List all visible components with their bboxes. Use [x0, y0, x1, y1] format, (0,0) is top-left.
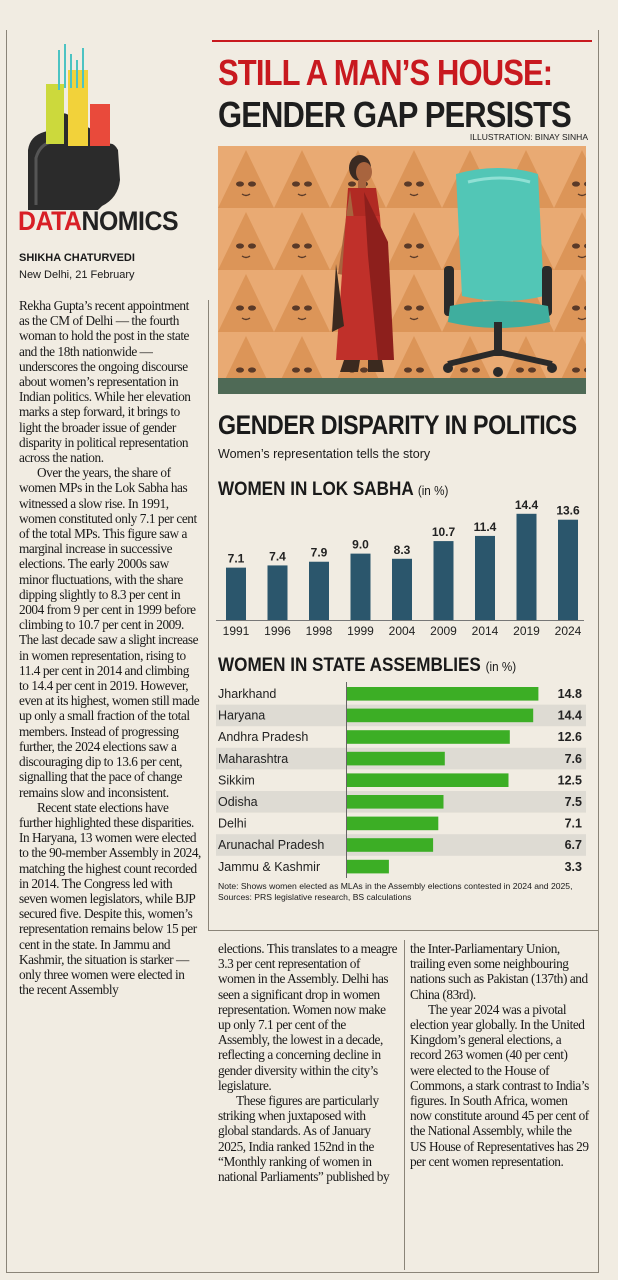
section-title: GENDER DISPARITY IN POLITICS	[218, 410, 577, 440]
article-paragraph: Rekha Gupta’s recent appointment as the …	[19, 298, 191, 466]
column-rule	[208, 300, 209, 930]
category-label-Odisha: Odisha	[218, 795, 258, 809]
bar-1999	[350, 553, 371, 620]
data-label-1998: 7.9	[311, 546, 328, 560]
tick-label-2019: 2019	[513, 624, 540, 638]
lok-sabha-chart-title: WOMEN IN LOK SABHA (in %)	[218, 479, 449, 500]
tick-label-2009: 2009	[430, 624, 457, 638]
tick-label-2014: 2014	[472, 624, 499, 638]
headline-rule	[212, 40, 592, 42]
data-label-Haryana: 14.4	[558, 709, 582, 723]
page-frame	[6, 30, 599, 1273]
tick-label-1991: 1991	[223, 624, 250, 638]
tick-label-2024: 2024	[555, 624, 582, 638]
bar-2004	[392, 558, 412, 620]
data-label-2014: 11.4	[474, 520, 497, 534]
tick-label-1998: 1998	[306, 624, 333, 638]
category-label-Delhi: Delhi	[218, 817, 247, 831]
category-label-Jammu & Kashmir: Jammu & Kashmir	[218, 860, 320, 874]
section-subtitle: Women’s representation tells the story	[218, 447, 431, 461]
bar-Odisha	[346, 795, 444, 809]
data-label-Jharkhand: 14.8	[558, 687, 582, 701]
state-assemblies-chart-title: WOMEN IN STATE ASSEMBLIES (in %)	[218, 655, 517, 676]
bar-2009	[433, 541, 454, 620]
tick-label-2004: 2004	[389, 624, 416, 638]
headline-line-2: GENDER GAP PERSISTS	[218, 94, 572, 135]
byline: SHIKHA CHATURVEDI	[19, 252, 135, 264]
headline-line-1: STILL A MAN’S HOUSE:	[218, 52, 553, 93]
article-paragraph: the Inter-Parliamentary Union, trailing …	[410, 941, 588, 1002]
bar-1996	[267, 565, 288, 620]
bar-Jharkhand	[346, 687, 539, 701]
data-label-2024: 13.6	[556, 504, 580, 518]
article-paragraph: Over the years, the share of women MPs i…	[19, 465, 200, 800]
bar-Delhi	[346, 816, 439, 831]
article-paragraph: The year 2024 was a pivotal election yea…	[410, 1001, 589, 1169]
data-label-Odisha: 7.5	[565, 795, 582, 809]
tick-label-1996: 1996	[264, 624, 291, 638]
data-label-1991: 7.1	[228, 552, 245, 566]
article-paragraph: elections. This translates to a meagre 3…	[218, 941, 398, 1093]
data-label-1999: 9.0	[352, 538, 369, 552]
illustration-credit: ILLUSTRATION: BINAY SINHA	[469, 132, 588, 142]
bar-1991	[226, 567, 246, 620]
bar-Sikkim	[346, 773, 509, 787]
chart-note: Note: Shows women elected as MLAs in the…	[218, 881, 573, 902]
data-label-Delhi: 7.1	[565, 817, 582, 831]
category-label-Sikkim: Sikkim	[218, 773, 255, 787]
data-label-Arunachal Pradesh: 6.7	[565, 838, 582, 852]
category-label-Andhra Pradesh: Andhra Pradesh	[218, 730, 308, 744]
article-paragraph: Recent state elections have further high…	[19, 799, 201, 998]
data-label-2004: 8.3	[394, 543, 411, 557]
headline: STILL A MAN’S HOUSE: GENDER GAP PERSISTS	[218, 52, 572, 136]
bar-2024	[558, 519, 578, 620]
bar-2019	[516, 513, 537, 620]
article-column-2: elections. This translates to a meagre 3…	[218, 941, 398, 1184]
article-column-1: Rekha Gupta’s recent appointment as the …	[19, 298, 201, 997]
data-label-Jammu & Kashmir: 3.3	[565, 860, 582, 874]
bar-Arunachal Pradesh	[346, 838, 434, 852]
data-label-2009: 10.7	[432, 525, 456, 539]
datanomics-brand: DATANOMICS	[18, 206, 179, 236]
bar-Jammu & Kashmir	[346, 859, 389, 874]
category-label-Jharkhand: Jharkhand	[218, 687, 276, 701]
bar-Andhra Pradesh	[346, 730, 510, 744]
category-label-Arunachal Pradesh: Arunachal Pradesh	[218, 838, 324, 852]
article-column-3: the Inter-Parliamentary Union, trailing …	[410, 941, 590, 1169]
illustration-woman-and-chair	[218, 146, 586, 394]
datanomics-logo-icon	[28, 44, 120, 210]
column-rule	[404, 940, 405, 1270]
dateline: New Delhi, 21 February	[19, 269, 135, 281]
section-rule	[208, 930, 598, 931]
article-paragraph: These figures are particularly striking …	[218, 1093, 390, 1185]
tick-label-1999: 1999	[347, 624, 374, 638]
data-label-2019: 14.4	[515, 500, 539, 512]
lok-sabha-bar-chart: 7.1 1991 7.4 1996 7.9 1998 9.0 1999 8.3 2004 10.7 2…	[216, 500, 584, 638]
data-label-Andhra Pradesh: 12.6	[558, 730, 582, 744]
bar-Maharashtra	[346, 751, 445, 766]
category-label-Maharashtra: Maharashtra	[218, 752, 288, 766]
data-label-1996: 7.4	[269, 549, 286, 563]
data-label-Maharashtra: 7.6	[565, 752, 582, 766]
bar-2014	[475, 535, 495, 620]
bar-Haryana	[346, 708, 534, 723]
data-label-Sikkim: 12.5	[558, 773, 582, 787]
category-label-Haryana: Haryana	[218, 709, 265, 723]
bar-1998	[309, 561, 329, 620]
state-assemblies-bar-chart: Jharkhand 14.8 Haryana 14.4 Andhra Pradesh 12…	[216, 682, 586, 878]
